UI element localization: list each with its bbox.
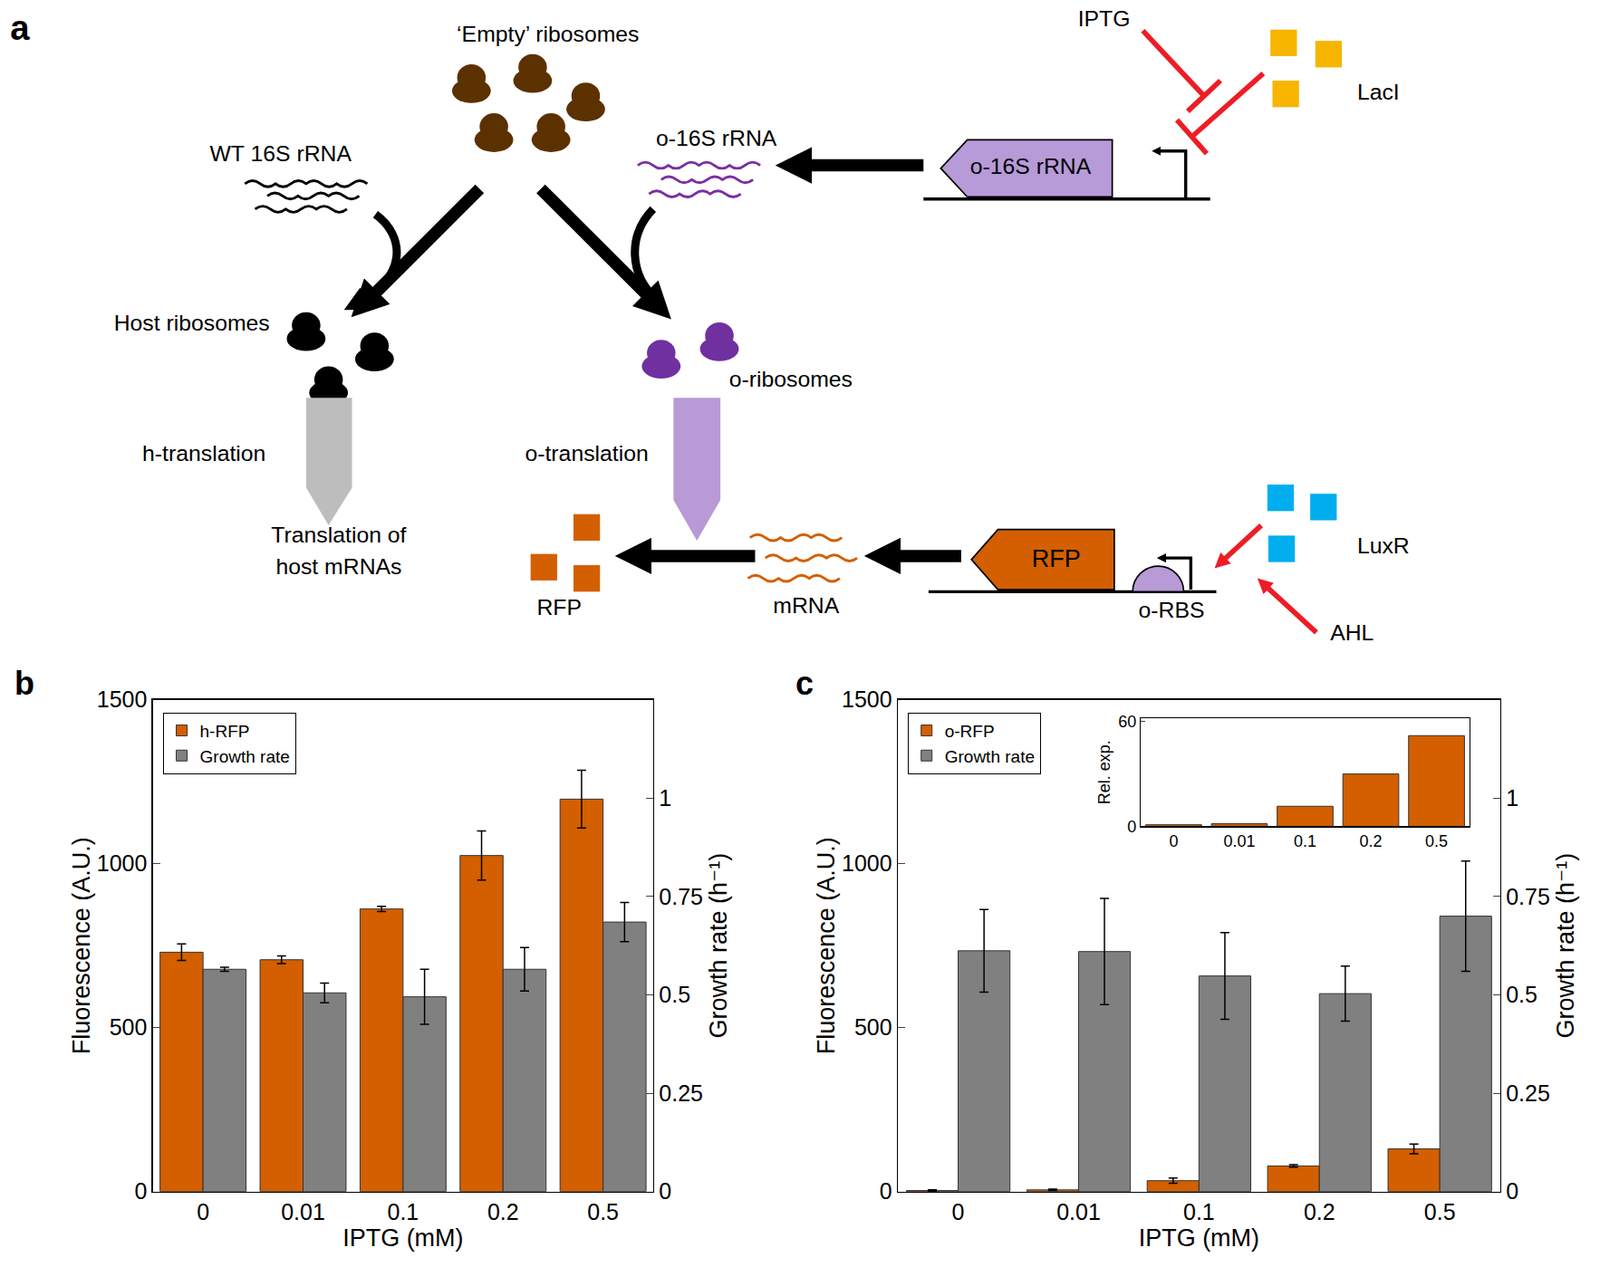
- svg-text:Translation of: Translation of: [270, 522, 406, 548]
- svg-text:Rel. exp.: Rel. exp.: [1095, 740, 1114, 805]
- svg-text:0: 0: [196, 1199, 210, 1225]
- svg-text:0.75: 0.75: [658, 884, 704, 910]
- svg-text:Growth rate: Growth rate: [944, 747, 1035, 767]
- svg-text:0.25: 0.25: [658, 1080, 704, 1107]
- svg-text:‘Empty’ ribosomes: ‘Empty’ ribosomes: [456, 21, 639, 47]
- svg-text:LuxR: LuxR: [1357, 533, 1410, 559]
- svg-text:0.5: 0.5: [587, 1199, 619, 1225]
- svg-text:Growth rate: Growth rate: [200, 747, 290, 767]
- svg-text:o-RBS: o-RBS: [1137, 597, 1205, 623]
- svg-text:0.01: 0.01: [1223, 832, 1255, 851]
- svg-text:0: 0: [658, 1178, 672, 1205]
- svg-text:mRNA: mRNA: [772, 593, 839, 618]
- svg-text:Growth rate (h⁻¹): Growth rate (h⁻¹): [704, 853, 733, 1040]
- svg-text:60: 60: [1118, 713, 1137, 732]
- svg-text:0: 0: [1168, 832, 1178, 851]
- svg-text:h-RFP: h-RFP: [200, 722, 251, 742]
- svg-text:RFP: RFP: [1031, 545, 1081, 573]
- svg-text:0: 0: [952, 1199, 965, 1225]
- svg-text:500: 500: [854, 1014, 893, 1041]
- svg-text:0: 0: [879, 1178, 893, 1205]
- svg-text:0.1: 0.1: [1183, 1199, 1215, 1225]
- svg-text:0.1: 0.1: [386, 1199, 419, 1225]
- svg-text:Fluorescence (A.U.): Fluorescence (A.U.): [812, 837, 840, 1055]
- svg-text:500: 500: [109, 1014, 148, 1041]
- svg-text:1500: 1500: [96, 686, 148, 713]
- svg-text:0.2: 0.2: [1359, 832, 1383, 851]
- svg-text:host mRNAs: host mRNAs: [275, 554, 402, 579]
- svg-text:0: 0: [134, 1178, 148, 1205]
- svg-text:Fluorescence (A.U.): Fluorescence (A.U.): [67, 837, 96, 1055]
- svg-text:0.2: 0.2: [487, 1199, 520, 1225]
- svg-text:o-translation: o-translation: [524, 441, 648, 466]
- svg-text:LacI: LacI: [1357, 79, 1400, 105]
- svg-text:b: b: [14, 665, 35, 703]
- svg-text:h-translation: h-translation: [142, 441, 266, 466]
- svg-text:0.25: 0.25: [1505, 1080, 1551, 1107]
- svg-text:c: c: [795, 665, 814, 703]
- svg-text:0.5: 0.5: [658, 982, 691, 1008]
- svg-text:0.1: 0.1: [1293, 832, 1317, 851]
- svg-text:0.5: 0.5: [1424, 1199, 1456, 1225]
- svg-text:0.5: 0.5: [1425, 832, 1448, 851]
- svg-text:1: 1: [658, 785, 672, 811]
- svg-text:o-RFP: o-RFP: [944, 722, 995, 742]
- svg-text:o-ribosomes: o-ribosomes: [729, 366, 853, 392]
- svg-text:WT 16S rRNA: WT 16S rRNA: [210, 141, 353, 166]
- svg-text:IPTG: IPTG: [1078, 6, 1131, 31]
- svg-text:0.5: 0.5: [1505, 982, 1538, 1008]
- svg-text:AHL: AHL: [1330, 620, 1374, 646]
- svg-text:IPTG (mM): IPTG (mM): [342, 1224, 463, 1253]
- svg-text:a: a: [9, 8, 30, 48]
- svg-text:0: 0: [1505, 1178, 1519, 1205]
- svg-text:o-16S rRNA: o-16S rRNA: [970, 154, 1092, 179]
- svg-text:0: 0: [1127, 818, 1137, 837]
- svg-text:IPTG (mM): IPTG (mM): [1138, 1224, 1260, 1253]
- svg-text:1500: 1500: [841, 686, 893, 713]
- svg-text:Host ribosomes: Host ribosomes: [114, 310, 270, 336]
- svg-text:1: 1: [1505, 785, 1519, 811]
- svg-text:1000: 1000: [96, 850, 148, 877]
- svg-text:RFP: RFP: [536, 595, 582, 620]
- svg-text:0.01: 0.01: [280, 1199, 326, 1225]
- svg-text:0.01: 0.01: [1056, 1199, 1101, 1225]
- svg-text:Growth rate (h⁻¹): Growth rate (h⁻¹): [1551, 853, 1580, 1040]
- svg-text:0.75: 0.75: [1505, 884, 1551, 910]
- svg-text:1000: 1000: [841, 850, 893, 877]
- svg-text:0.2: 0.2: [1303, 1199, 1336, 1225]
- svg-text:o-16S rRNA: o-16S rRNA: [655, 125, 778, 151]
